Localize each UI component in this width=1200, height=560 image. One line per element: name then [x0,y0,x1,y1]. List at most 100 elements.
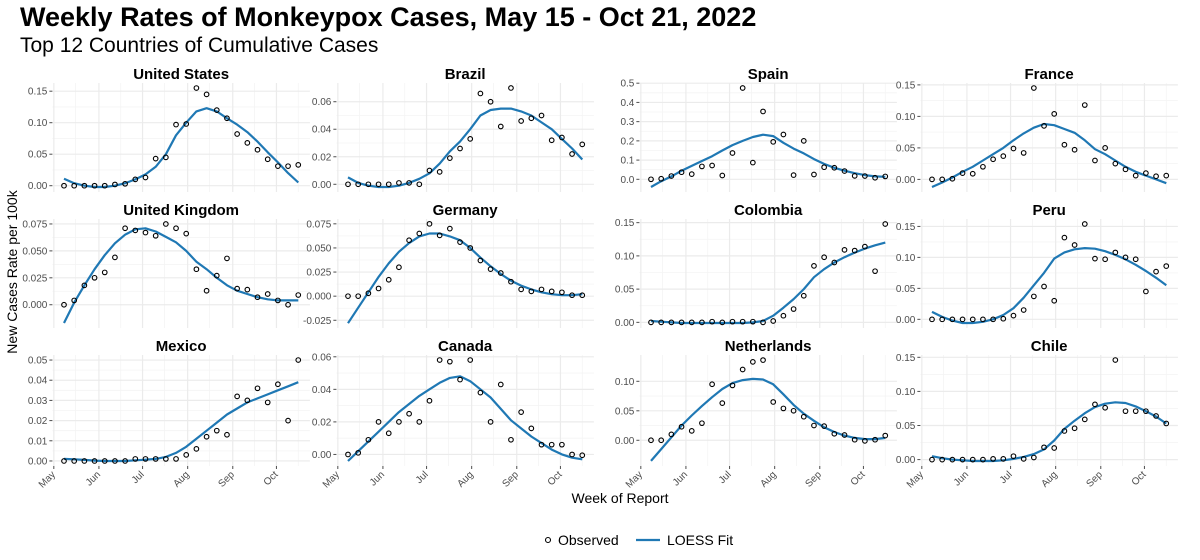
observed-point [719,319,726,326]
observed-point [61,301,67,308]
x-tick-label: Sep [804,469,825,490]
observed-point [1030,85,1037,91]
observed-point [132,456,139,462]
observed-point [760,319,766,326]
observed-point [1102,145,1108,151]
observed-point [709,318,715,325]
observed-point [929,176,935,183]
x-tick-label: Aug [171,469,191,489]
observed-point [1163,420,1170,427]
y-tick-label: 0.03 [28,396,48,407]
observed-point [729,150,736,156]
x-tick-label: May [37,469,58,490]
legend-loess-label: LOESS Fit [667,532,733,548]
observed-point [1081,102,1088,108]
observed-point [569,451,575,458]
observed-point [1122,408,1129,415]
y-axis-label: New Cases Rate per 100k [4,189,20,353]
observed-point [939,316,946,323]
y-tick-label: 0.10 [615,377,635,388]
y-tick-label: 0.025 [22,273,47,284]
observed-point [1020,307,1027,313]
observed-point [508,85,514,91]
panel-brazil: 0.00 0.02 0.04 0.06 Brazil [312,66,594,192]
observed-point [579,141,586,148]
observed-point [295,162,302,168]
observed-point [518,286,524,293]
observed-point [396,264,402,271]
observed-point [385,430,392,437]
observed-point [193,85,200,91]
observed-point [749,159,756,166]
panel-france: 0.00 0.05 0.10 0.15 France [896,66,1178,192]
observed-point [569,151,575,157]
y-tick-label: 0.15 [28,87,48,98]
observed-point [264,399,271,406]
chart-title: Weekly Rates of Monkeypox Cases, May 15 … [20,2,757,32]
observed-point [467,136,474,142]
observed-point [122,180,128,187]
loess-fit-line [63,381,299,463]
observed-point [142,229,149,236]
y-tick-label: 0.00 [28,181,48,192]
observed-point [1010,453,1017,460]
panel-united-kingdom: 0.000 0.025 0.050 0.075 United Kingdom [22,202,310,328]
panel-title: Chile [1031,338,1068,355]
panel-title: Canada [438,338,493,355]
observed-point [770,399,777,405]
observed-point [990,456,996,462]
panel-canada: May Jun Jul Aug Sep Oct 0.00 0.02 0.04 0.06 Canada [312,338,594,490]
observed-point [851,247,858,254]
y-tick-label: 0.05 [896,284,916,295]
observed-point [163,221,169,227]
observed-point [862,243,868,250]
observed-point [1163,263,1170,269]
observed-point [939,176,946,183]
observed-point [1030,293,1037,300]
observed-point [780,131,787,138]
observed-point [355,293,362,300]
observed-point [163,154,169,161]
legend: Observed LOESS Fit [544,532,733,548]
observed-point [203,91,210,98]
observed-point [1041,283,1047,290]
observed-point [1153,173,1159,180]
observed-point [739,85,746,91]
x-tick-label: Aug [455,469,475,489]
y-tick-label: 0.05 [896,143,916,154]
observed-point [1143,288,1149,295]
observed-point [122,458,128,464]
observed-point [365,181,372,188]
observed-point [872,174,878,181]
observed-point [678,319,685,326]
y-tick-label: 0.06 [312,97,332,108]
y-tick-label: 0.000 [306,292,331,303]
observed-point [872,436,878,443]
observed-point [729,318,736,325]
observed-point [688,171,695,177]
observed-point [969,316,976,323]
observed-point [648,319,654,326]
legend-observed-label: Observed [558,532,619,548]
y-tick-label: 0.4 [620,98,634,109]
observed-point [406,237,412,244]
observed-point [1163,172,1170,179]
y-tick-label: 0.2 [620,136,634,147]
observed-point [1041,444,1047,451]
observed-point [851,436,858,443]
observed-point [396,180,402,186]
observed-point [275,297,281,304]
observed-point [1122,254,1129,261]
observed-point [61,458,67,464]
panel-title: United States [133,66,229,83]
x-tick-label: Sep [501,469,522,490]
x-tick-label: Jun [368,469,387,488]
observed-point [1010,145,1017,152]
observed-point [699,163,705,170]
observed-point [183,230,190,237]
observed-point [980,456,986,463]
y-tick-label: 0.06 [312,352,332,363]
observed-point [457,376,463,383]
observed-point [739,318,746,325]
observed-point [487,266,494,273]
